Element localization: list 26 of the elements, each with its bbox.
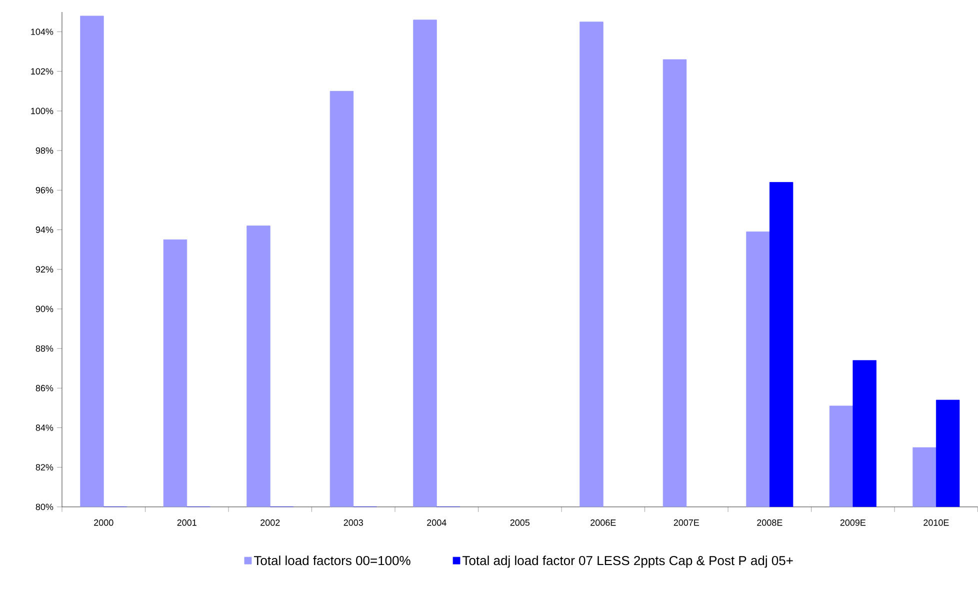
x-tick-label: 2004	[427, 519, 446, 526]
x-tick-label: 2000	[94, 519, 114, 526]
y-tick-label: 84%	[36, 424, 54, 431]
y-tick-label: 98%	[36, 147, 54, 154]
x-tick-label: 2009E	[840, 519, 866, 526]
y-tick-label: 82%	[36, 464, 54, 471]
y-tick-label: 80%	[36, 504, 54, 510]
y-tick-label: 100%	[31, 108, 54, 114]
x-tick-label: 2007E	[674, 519, 700, 526]
y-tick-label: 94%	[36, 226, 54, 234]
x-tick-label: 2010E	[924, 519, 949, 526]
x-tick-label: 2005	[510, 519, 530, 526]
x-tick-label: 2008E	[757, 519, 782, 526]
y-tick-label: 92%	[36, 266, 54, 273]
x-tick-label: 2002	[260, 519, 280, 526]
y-tick-label: 104%	[31, 28, 54, 36]
legend-label: Total load factors 00=100%	[254, 556, 410, 566]
y-tick-label: 90%	[36, 306, 54, 312]
x-tick-label: 2001	[177, 519, 196, 526]
y-tick-label: 86%	[36, 384, 54, 392]
y-tick-label: 102%	[31, 68, 54, 75]
x-tick-label: 2003	[344, 519, 363, 526]
y-tick-label: 96%	[36, 187, 54, 194]
y-tick-label: 88%	[36, 345, 54, 352]
legend-label: Total adj load factor 07 LESS 2ppts Cap & Post P adj 05+	[462, 556, 793, 568]
x-tick-label: 2006E	[590, 519, 616, 526]
